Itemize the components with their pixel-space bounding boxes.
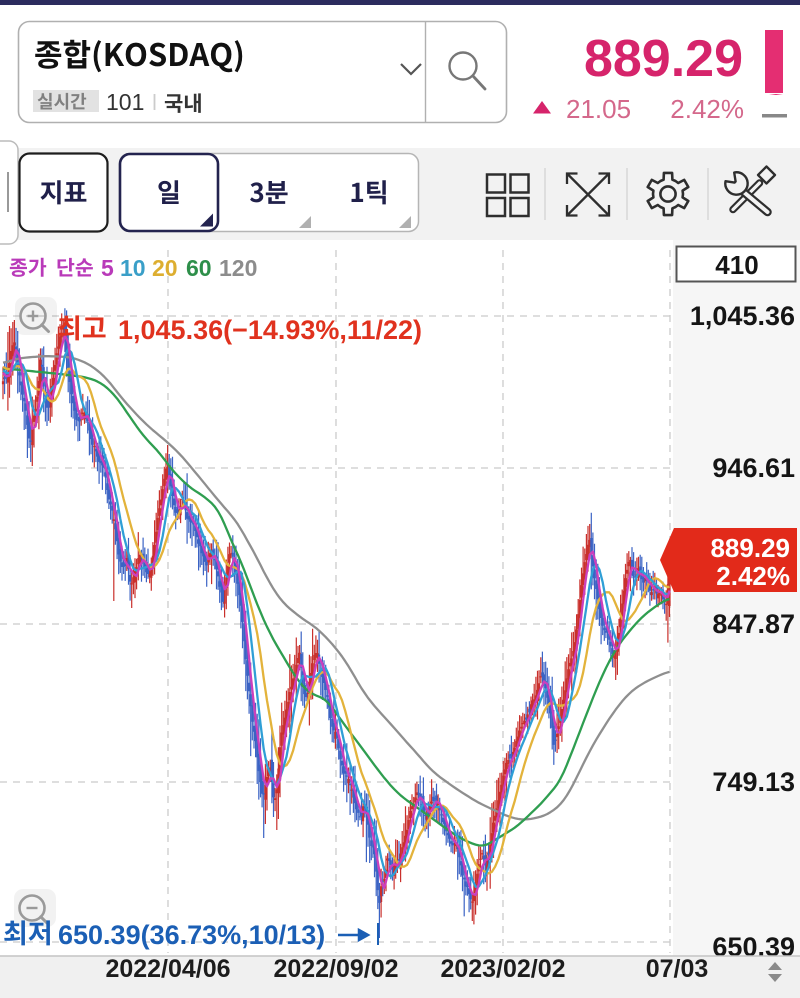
- svg-text:2022/09/02: 2022/09/02: [273, 955, 398, 983]
- svg-text:21.05: 21.05: [566, 94, 631, 124]
- svg-text:5: 5: [101, 255, 114, 281]
- svg-text:2022/04/06: 2022/04/06: [105, 955, 230, 983]
- svg-text:889.29: 889.29: [710, 533, 790, 563]
- svg-text:650.39(36.73%,10/13): 650.39(36.73%,10/13): [58, 920, 325, 950]
- svg-text:2.42%: 2.42%: [670, 94, 744, 124]
- svg-text:410: 410: [715, 250, 758, 280]
- svg-text:749.13: 749.13: [712, 767, 795, 797]
- svg-text:847.87: 847.87: [712, 609, 795, 639]
- svg-text:1,045.36(−14.93%,11/22): 1,045.36(−14.93%,11/22): [118, 315, 422, 345]
- svg-text:2023/02/02: 2023/02/02: [440, 955, 565, 983]
- svg-text:1,045.36: 1,045.36: [690, 301, 795, 331]
- svg-text:101: 101: [106, 89, 144, 115]
- svg-text:889.29: 889.29: [584, 30, 743, 88]
- svg-text:20: 20: [152, 255, 178, 281]
- svg-text:120: 120: [219, 255, 257, 281]
- svg-text:60: 60: [186, 255, 212, 281]
- svg-text:07/03: 07/03: [646, 955, 709, 983]
- svg-text:2.42%: 2.42%: [716, 561, 790, 591]
- svg-text:10: 10: [120, 255, 146, 281]
- svg-text:946.61: 946.61: [712, 453, 795, 483]
